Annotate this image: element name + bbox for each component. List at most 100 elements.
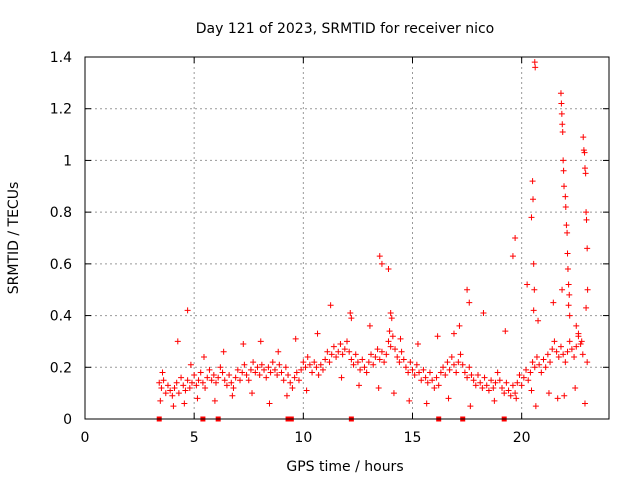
data-point [564, 229, 571, 236]
data-point [578, 338, 585, 345]
data-point [265, 364, 272, 371]
data-point [573, 343, 580, 350]
data-point [531, 364, 538, 371]
data-point [337, 341, 344, 348]
data-point [309, 369, 316, 376]
data-point [490, 384, 497, 391]
data-point [461, 369, 468, 376]
data-point [304, 353, 311, 360]
data-point [559, 121, 566, 128]
data-point [464, 286, 471, 293]
data-point [529, 178, 536, 185]
data-point [488, 377, 495, 384]
data-point [413, 361, 420, 368]
data-point [400, 356, 407, 363]
data-point [566, 338, 573, 345]
data-point [411, 372, 418, 379]
data-point [295, 377, 302, 384]
data-point [435, 382, 442, 389]
data-point [573, 322, 580, 329]
data-point [444, 359, 451, 366]
data-point [361, 364, 368, 371]
data-point [530, 196, 537, 203]
data-point [186, 384, 193, 391]
data-point [247, 366, 254, 373]
data-point [544, 351, 551, 358]
data-point [376, 356, 383, 363]
data-point [175, 390, 182, 397]
data-point [239, 369, 246, 376]
data-points [156, 59, 591, 410]
data-point [250, 359, 257, 366]
data-point [162, 390, 169, 397]
data-point [219, 369, 226, 376]
data-point [560, 351, 567, 358]
data-point [184, 377, 191, 384]
data-point [289, 384, 296, 391]
data-point [531, 59, 538, 66]
data-point [229, 392, 236, 399]
data-point [354, 359, 361, 366]
data-point [540, 356, 547, 363]
data-point [269, 359, 276, 366]
data-point [228, 379, 235, 386]
data-point [433, 374, 440, 381]
data-point [528, 387, 535, 394]
data-point [275, 348, 282, 355]
data-point [584, 286, 591, 293]
data-point [300, 359, 307, 366]
data-point [387, 343, 394, 350]
data-point [261, 366, 268, 373]
x-tick-label: 20 [513, 430, 531, 446]
data-point [350, 361, 357, 368]
data-point [271, 366, 278, 373]
data-point [561, 392, 568, 399]
data-point [187, 361, 194, 368]
data-point [494, 369, 501, 376]
data-point [532, 64, 539, 71]
data-point [512, 390, 519, 397]
data-point [396, 359, 403, 366]
data-point [181, 400, 188, 407]
data-point [560, 157, 567, 164]
data-point [581, 149, 588, 156]
data-point [529, 359, 536, 366]
data-point [577, 341, 584, 348]
data-point [276, 361, 283, 368]
data-point [453, 369, 460, 376]
data-point [285, 372, 292, 379]
data-point [557, 90, 564, 97]
data-point [333, 353, 340, 360]
data-point [472, 382, 479, 389]
data-point [445, 395, 452, 402]
data-point [496, 377, 503, 384]
data-point [220, 348, 227, 355]
data-point [491, 397, 498, 404]
data-point [416, 369, 423, 376]
data-point [232, 374, 239, 381]
data-point [195, 377, 202, 384]
data-point [368, 351, 375, 358]
data-point [559, 128, 566, 135]
data-point [467, 403, 474, 410]
data-point [386, 328, 393, 335]
data-point [562, 203, 569, 210]
data-point [237, 377, 244, 384]
data-point [558, 100, 565, 107]
data-point [468, 372, 475, 379]
data-point [213, 379, 219, 386]
data-point [483, 382, 490, 389]
data-point [363, 369, 370, 376]
data-point [507, 392, 514, 399]
grid-lines [85, 57, 609, 419]
data-point [553, 348, 560, 355]
data-point [513, 395, 520, 402]
data-point [538, 369, 545, 376]
y-tick-label: 1 [63, 153, 72, 169]
data-point [311, 359, 318, 366]
data-point [182, 387, 189, 394]
data-point [405, 369, 412, 376]
data-point [572, 384, 579, 391]
data-point [221, 377, 228, 384]
